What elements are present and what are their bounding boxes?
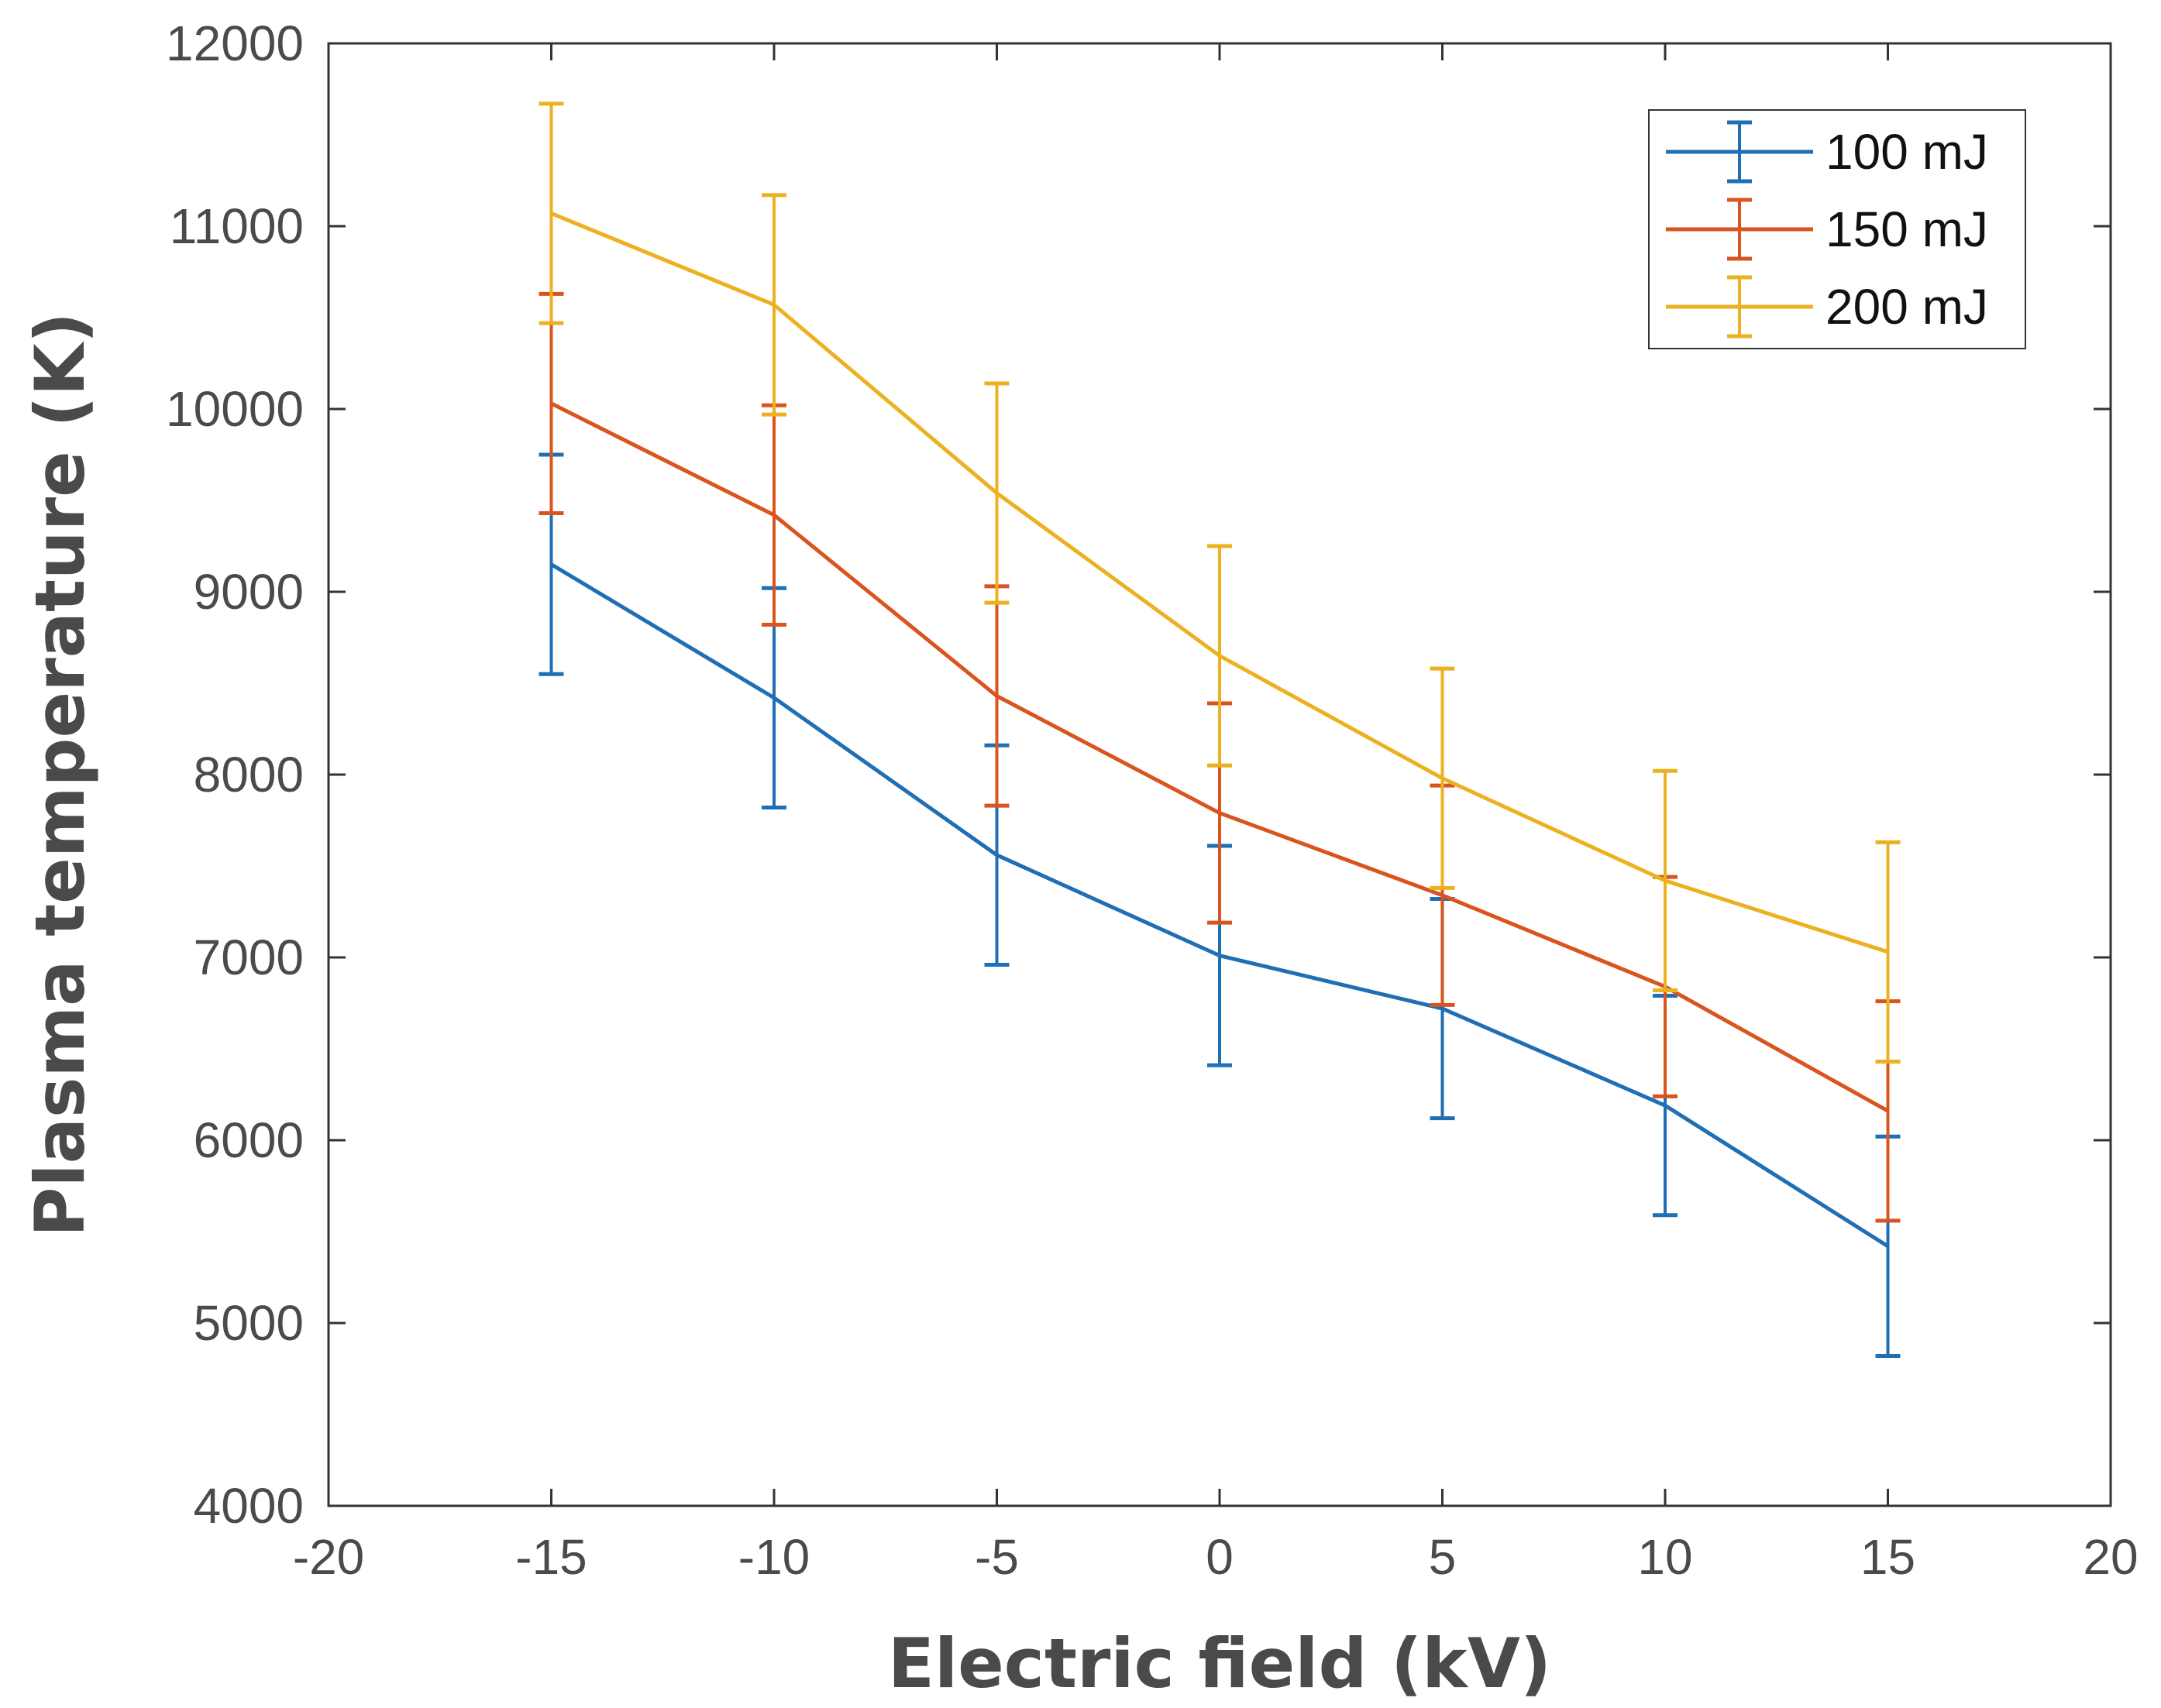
x-axis-title: Electric field (kV) <box>888 1624 1551 1703</box>
x-tick-label: 5 <box>1429 1529 1457 1585</box>
y-axis-title: Plasma temperature (K) <box>20 312 100 1237</box>
legend: 100 mJ 150 mJ 200 mJ <box>1648 109 2026 349</box>
tick-layer: -20 -15 -10 -5 0 5 10 15 20 4000 5000 6000 7000 8000 9… <box>166 15 2139 1585</box>
y-tick-label: 5000 <box>194 1295 304 1351</box>
y-tick-label: 10000 <box>166 381 304 437</box>
x-tick-label: 20 <box>2083 1529 2138 1585</box>
x-tick-label: -10 <box>738 1529 810 1585</box>
x-tick-label: 10 <box>1637 1529 1692 1585</box>
legend-label: 100 mJ <box>1825 124 1988 180</box>
y-tick-label: 8000 <box>194 747 304 802</box>
y-tick-label: 4000 <box>194 1478 304 1534</box>
series-200-mj <box>539 101 1901 1064</box>
x-tick-label: -20 <box>293 1529 365 1585</box>
legend-label: 200 mJ <box>1825 279 1988 335</box>
y-tick-label: 9000 <box>194 564 304 620</box>
y-tick-label: 7000 <box>194 930 304 985</box>
y-tick-label: 11000 <box>170 198 304 254</box>
series-layer <box>539 101 1901 1358</box>
series-100-mj <box>539 452 1901 1358</box>
x-tick-label: 0 <box>1206 1529 1234 1585</box>
y-tick-label: 12000 <box>166 15 304 71</box>
y-tick-label: 6000 <box>194 1112 304 1168</box>
legend-label: 150 mJ <box>1825 201 1988 257</box>
x-tick-label: 15 <box>1860 1529 1915 1585</box>
x-tick-label: -5 <box>975 1529 1019 1585</box>
x-tick-label: -15 <box>515 1529 587 1585</box>
